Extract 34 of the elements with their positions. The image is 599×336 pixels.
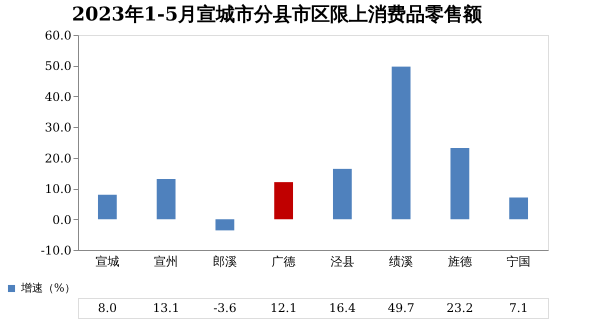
y-tick-label: 60.0 xyxy=(44,28,72,42)
bar xyxy=(156,179,176,220)
data-label: -3.6 xyxy=(213,301,236,315)
x-tick-label: 宣城 xyxy=(95,254,120,268)
y-tick-label: 10.0 xyxy=(44,182,72,196)
x-tick-label: 宁国 xyxy=(506,254,531,268)
x-tick-label: 泾县 xyxy=(330,254,354,268)
data-label: 7.1 xyxy=(509,301,528,315)
bar xyxy=(392,66,411,220)
y-tick-label: -10.0 xyxy=(40,244,72,258)
x-tick-label: 郎溪 xyxy=(212,254,237,268)
bar xyxy=(98,194,117,220)
x-tick-label: 宣州 xyxy=(154,254,178,268)
bar xyxy=(450,148,470,220)
y-tick-label: 30.0 xyxy=(44,120,72,135)
x-tick-label: 绩溪 xyxy=(389,254,414,268)
y-tick-label: 40.0 xyxy=(44,90,72,104)
bar xyxy=(509,197,528,220)
y-tick-label: 0.0 xyxy=(52,212,72,227)
y-tick-label: 50.0 xyxy=(44,59,72,74)
y-tick-label: 20.0 xyxy=(44,151,72,166)
bar xyxy=(215,219,234,230)
chart-title: 2023年1-5月宣城市分县市区限上消费品零售额 xyxy=(72,4,484,26)
data-label: 49.7 xyxy=(388,301,414,315)
x-tick-label: 旌德 xyxy=(448,254,472,268)
data-label: 16.4 xyxy=(329,301,356,315)
x-tick-label: 广德 xyxy=(272,254,296,268)
data-label: 12.1 xyxy=(270,301,297,315)
data-label: 8.0 xyxy=(98,301,117,315)
bar xyxy=(332,168,352,220)
data-label: 23.2 xyxy=(446,301,474,315)
legend-label: 增速（%） xyxy=(20,282,76,294)
bar xyxy=(274,182,294,220)
data-label: 13.1 xyxy=(152,301,180,315)
